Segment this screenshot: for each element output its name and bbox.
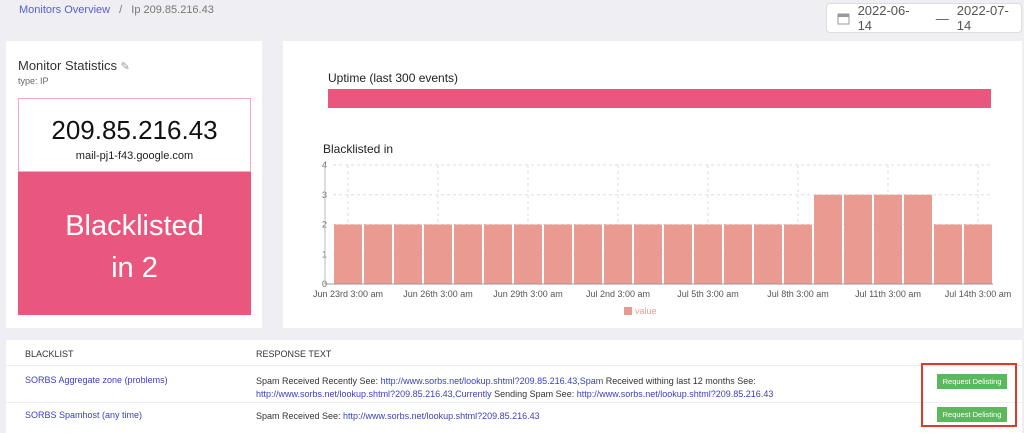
breadcrumb: Monitors Overview / Ip 209.85.216.43 [19, 4, 214, 16]
bar [364, 224, 392, 284]
y-tick-label: 3 [322, 190, 327, 200]
legend-label: value [635, 306, 657, 316]
blacklist-name-link[interactable]: SORBS Spamhost (any time) [25, 410, 143, 420]
blacklisted-chart: 0 1 2 3 4 Jun 23rd 3:00 am Jun 26th 3:00 am Jun… [313, 160, 1012, 316]
lookup-link[interactable]: http://www.sorbs.net/lookup.shtml?209.85… [576, 389, 774, 399]
pencil-icon[interactable]: ✎ [120, 61, 130, 73]
x-tick-label: Jul 14th 3:00 am [945, 289, 1012, 299]
response-text: Spam Received Recently See: http://www.s… [256, 375, 896, 401]
bar [424, 224, 452, 284]
monitor-type: type: IP [18, 76, 49, 86]
blacklist-status: Blacklisted in 2 [18, 172, 251, 315]
bar [544, 224, 572, 284]
table-row: SORBS Aggregate zone (problems) Spam Rec… [6, 365, 1022, 402]
breadcrumb-separator: / [119, 4, 123, 16]
x-tick-label: Jul 5th 3:00 am [677, 289, 739, 299]
header-blacklist: BLACKLIST [25, 349, 74, 359]
chart-title: Blacklisted in [323, 142, 394, 156]
date-range-picker[interactable]: 2022-06-14 — 2022-07-14 [826, 3, 1022, 33]
status-line-2: in 2 [111, 252, 158, 284]
monitor-statistics-card: Monitor Statistics ✎ type: IP 209.85.216… [6, 41, 262, 328]
breadcrumb-monitors-overview[interactable]: Monitors Overview [19, 4, 111, 16]
hostname: mail-pj1-f43.google.com [75, 150, 194, 162]
x-tick-label: Jul 11th 3:00 am [855, 289, 921, 299]
table-row: SORBS Spamhost (any time) Spam Received … [6, 402, 1022, 433]
bar [634, 224, 662, 284]
bar [844, 194, 872, 284]
bar [604, 224, 632, 284]
lookup-link[interactable]: http://www.sorbs.net/lookup.shtml?209.85… [256, 389, 492, 399]
bar [964, 224, 992, 284]
blacklist-name-link[interactable]: SORBS Aggregate zone (problems) [25, 375, 168, 385]
bar [394, 224, 422, 284]
y-tick-label: 0 [322, 279, 327, 289]
bar [334, 224, 362, 284]
chart-card: Uptime (last 300 events) Blacklisted in … [283, 41, 1022, 328]
y-tick-label: 1 [322, 249, 327, 259]
lookup-link[interactable]: http://www.sorbs.net/lookup.shtml?209.85… [380, 376, 604, 386]
ip-address: 209.85.216.43 [51, 115, 218, 145]
ip-box: 209.85.216.43 mail-pj1-f43.google.com [18, 98, 251, 172]
bar [484, 224, 512, 284]
bar [784, 224, 812, 284]
breadcrumb-current: Ip 209.85.216.43 [131, 4, 214, 16]
blacklist-table: BLACKLIST RESPONSE TEXT SORBS Aggregate … [6, 340, 1022, 433]
legend-swatch [624, 307, 632, 315]
highlight-box [921, 363, 1017, 427]
text: Received withing last 12 months See: [603, 376, 756, 386]
bar [454, 224, 482, 284]
x-tick-label: Jul 8th 3:00 am [767, 289, 829, 299]
request-delisting-button[interactable]: Request Delisting [937, 407, 1007, 422]
status-line-1: Blacklisted [65, 210, 204, 242]
bar [694, 224, 722, 284]
bar [514, 224, 542, 284]
text: Spam Received See: [256, 411, 344, 421]
monitor-statistics-title: Monitor Statistics ✎ [18, 58, 130, 73]
header-response-text: RESPONSE TEXT [256, 349, 332, 359]
bar [874, 194, 902, 284]
bar [724, 224, 752, 284]
date-start[interactable]: 2022-06-14 [857, 3, 910, 33]
bar [754, 224, 782, 284]
x-tick-label: Jun 23rd 3:00 am [313, 289, 383, 299]
date-separator: — [935, 10, 949, 26]
x-tick-label: Jun 29th 3:00 am [493, 289, 563, 299]
bar [814, 194, 842, 284]
bar [574, 224, 602, 284]
text: Sending Spam See: [491, 389, 577, 399]
x-tick-label: Jul 2nd 3:00 am [586, 289, 650, 299]
calendar-icon [837, 13, 850, 24]
bar [664, 224, 692, 284]
bar [904, 194, 932, 284]
uptime-bar [328, 89, 991, 108]
y-tick-label: 2 [322, 220, 327, 230]
uptime-title: Uptime (last 300 events) [328, 71, 459, 85]
text: Spam Received Recently See: [256, 376, 381, 386]
date-end[interactable]: 2022-07-14 [956, 3, 1009, 33]
request-delisting-button[interactable]: Request Delisting [937, 374, 1007, 389]
bar [934, 224, 962, 284]
lookup-link[interactable]: http://www.sorbs.net/lookup.shtml?209.85… [343, 411, 540, 421]
x-tick-label: Jun 26th 3:00 am [403, 289, 473, 299]
y-tick-label: 4 [322, 160, 327, 170]
response-text: Spam Received See: http://www.sorbs.net/… [256, 410, 896, 423]
